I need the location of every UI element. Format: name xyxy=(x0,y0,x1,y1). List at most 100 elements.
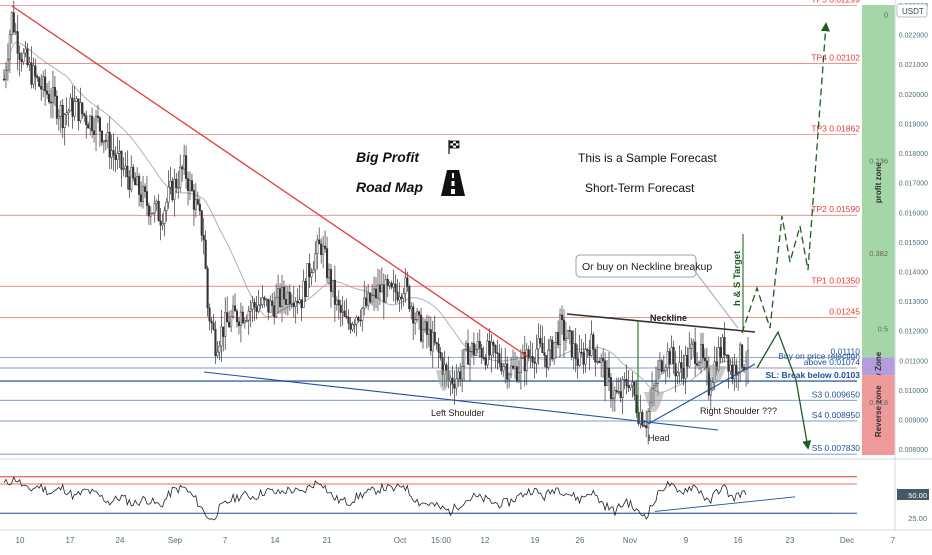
candle xyxy=(359,309,362,327)
neckline-callout-box[interactable] xyxy=(575,254,697,278)
level-label-3: TP2 0.01590 xyxy=(811,204,860,214)
candle xyxy=(633,381,636,401)
candle xyxy=(739,342,742,383)
zone-1 xyxy=(862,357,895,376)
candle xyxy=(130,155,133,193)
candle xyxy=(324,230,327,253)
candle xyxy=(4,62,8,89)
candle xyxy=(310,268,313,286)
candle xyxy=(34,58,37,90)
candle xyxy=(8,29,11,74)
candle xyxy=(292,285,295,318)
fib-labels-layer: 0 0.236 0.382 0.5 0.618 xyxy=(869,10,888,407)
candle xyxy=(87,121,90,129)
candle xyxy=(576,344,579,379)
candle xyxy=(351,321,354,333)
candle xyxy=(560,305,564,335)
candle xyxy=(570,330,573,361)
candle xyxy=(705,347,708,386)
candle xyxy=(623,372,626,390)
candle xyxy=(647,408,650,445)
candle xyxy=(643,419,646,427)
candle xyxy=(298,284,301,305)
y-tick-label: 0.021000 xyxy=(899,62,928,69)
candle xyxy=(500,347,503,375)
candle xyxy=(596,344,599,365)
y-tick-label: 0.009000 xyxy=(899,418,928,425)
candle xyxy=(232,295,235,319)
candle xyxy=(65,97,68,126)
candle xyxy=(607,352,611,391)
level-label-11: S4 0.008950 xyxy=(812,410,860,420)
candle xyxy=(668,348,671,379)
candle xyxy=(241,305,244,325)
candle xyxy=(731,357,734,385)
candle xyxy=(527,345,530,362)
x-tick-label: 23 xyxy=(786,536,795,545)
candle xyxy=(361,306,364,332)
candle xyxy=(341,296,344,326)
candle xyxy=(347,309,350,330)
candle xyxy=(594,348,597,377)
candle xyxy=(382,273,385,320)
moving-average-line xyxy=(3,41,749,393)
fib-label-1: 0.236 xyxy=(869,156,888,165)
level-label-4: TP1 0.01350 xyxy=(811,275,860,285)
rsi-tick-label: 50.00 xyxy=(908,491,927,500)
candle xyxy=(468,346,472,382)
candle xyxy=(175,172,178,194)
candle xyxy=(290,293,293,309)
candle xyxy=(686,347,689,378)
candle xyxy=(512,349,515,370)
candle xyxy=(288,284,291,312)
candle xyxy=(14,22,17,36)
x-tick-label: 21 xyxy=(323,536,332,545)
zone-2 xyxy=(862,375,895,456)
candle xyxy=(24,40,27,58)
currency-badge[interactable] xyxy=(896,3,928,18)
candle xyxy=(590,320,593,357)
candle xyxy=(329,263,333,308)
candle xyxy=(421,317,425,349)
short-term-text: Short-Term Forecast xyxy=(585,181,695,195)
candle xyxy=(537,323,540,365)
right-shoulder-label: Right Shoulder ??? xyxy=(700,406,777,416)
candle xyxy=(314,241,317,283)
time-axis[interactable]: 10 17 24 Sep 7 14 21 Oct 15:00 12 19 26 Nov 9 16 23 Dec 7 xyxy=(16,536,896,545)
candle xyxy=(140,181,143,208)
candle xyxy=(204,230,207,270)
candle xyxy=(71,85,74,129)
head-label: Head xyxy=(648,433,670,443)
candle xyxy=(619,377,622,403)
level-label-12: S5 0.007830 xyxy=(812,443,860,453)
candle xyxy=(545,355,548,378)
left-shoulder-highlight xyxy=(436,370,452,391)
y-tick-label: 0.012000 xyxy=(899,329,928,336)
candle xyxy=(112,133,115,171)
candle xyxy=(367,283,370,310)
candle xyxy=(376,268,380,311)
candle xyxy=(224,297,227,350)
road-map-text: Road Map xyxy=(356,179,423,195)
candle xyxy=(680,349,683,383)
candle xyxy=(684,345,687,395)
candle xyxy=(280,275,284,323)
candle xyxy=(425,314,428,349)
callout-pointer xyxy=(693,269,739,329)
candle xyxy=(613,386,616,412)
candle xyxy=(10,11,13,44)
candle xyxy=(478,329,481,358)
candle xyxy=(466,329,470,365)
candle xyxy=(463,348,466,382)
candle xyxy=(263,295,266,308)
candle xyxy=(320,238,323,264)
price-axis[interactable]: 0.022000 0.021000 0.020000 0.019000 0.018000… xyxy=(894,0,928,530)
candle xyxy=(181,164,184,182)
candle xyxy=(349,316,352,334)
reverse-arrow xyxy=(756,330,812,450)
candle xyxy=(564,321,567,351)
candle xyxy=(531,343,534,369)
neckline-callout-text: Or buy on Neckline breakup xyxy=(582,261,712,273)
candle xyxy=(47,80,51,105)
